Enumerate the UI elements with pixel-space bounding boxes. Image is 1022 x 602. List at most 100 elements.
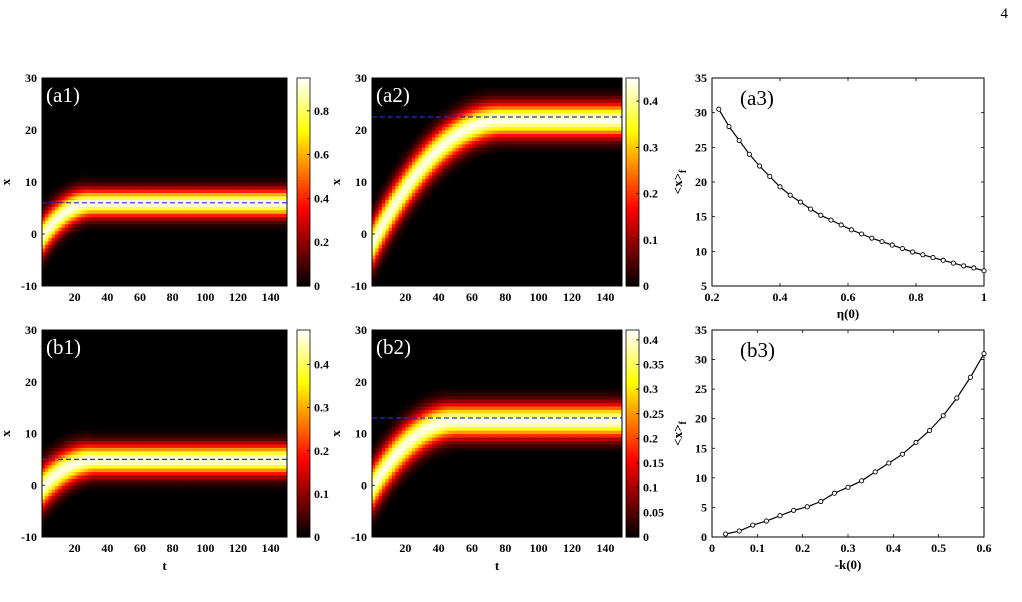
colorbar-a2: 0 0.1 0.2 0.3 0.4 (625, 77, 658, 293)
data-point-a3 (787, 192, 793, 198)
colorbar-frame-b1 (296, 329, 311, 538)
x-tick-label-b2: 40 (433, 541, 445, 555)
y-tick-label-b3: 30 (695, 353, 707, 367)
x-axis-label-b1: t (162, 558, 167, 573)
y-tick-label-a2: 10 (355, 175, 367, 189)
heatmap-field-a2 (372, 88, 622, 286)
y-tick-label-a2: 0 (361, 227, 367, 241)
data-point-a3 (777, 184, 783, 190)
data-point-a3 (899, 246, 905, 252)
data-point-a3 (746, 151, 752, 157)
data-point-a3 (808, 206, 814, 212)
x-tick-label-b1: 140 (262, 541, 280, 555)
data-point-a3 (767, 173, 773, 180)
y-tick-label-a3: 10 (695, 244, 707, 258)
y-tick-label-a2: -10 (351, 279, 367, 293)
y-axis-label-b3: <x>f (670, 421, 689, 446)
y-tick-label-b1: 0 (31, 478, 37, 492)
y-tick-label-b3: 0 (701, 530, 707, 544)
data-point-a3 (736, 137, 742, 143)
data-point-a3 (859, 231, 865, 237)
colorbar-tick-label-b2: 0 (643, 530, 649, 544)
x-axis-label-a3: η(0) (837, 306, 860, 321)
x-tick-label-b2: 140 (596, 541, 614, 555)
y-tick-label-a1: 0 (31, 227, 37, 241)
data-point-b3 (872, 469, 878, 475)
x-axis-label-b3: -k(0) (835, 557, 862, 572)
colorbar-tick-label-b2: 0.35 (643, 358, 664, 372)
x-tick-label-b3: 0.4 (886, 541, 901, 555)
x-tick-label-b2: 100 (530, 541, 548, 555)
y-tick-label-a1: -10 (21, 279, 37, 293)
y-tick-label-a1: 10 (25, 175, 37, 189)
colorbar-tick-label-a1: 0.2 (314, 235, 329, 249)
colorbar-tick-label-a1: 0.8 (314, 104, 329, 118)
data-point-a3 (961, 263, 967, 269)
x-tick-label-a2: 40 (433, 290, 445, 304)
colorbar-frame-a1 (296, 77, 311, 287)
data-point-a3 (930, 255, 936, 261)
colorbar-tick-label-b2: 0.3 (643, 382, 658, 396)
y-tick-label-b2: 0 (361, 478, 367, 492)
x-tick-label-a3: 0.4 (773, 290, 788, 304)
colorbar-tick-label-a2: 0.4 (643, 94, 658, 108)
heatmap-field-a1 (42, 175, 287, 270)
colorbar-tick-label-b1: 0.4 (314, 358, 329, 372)
colorbar-tick-label-b1: 0.2 (314, 444, 329, 458)
x-tick-label-b3: 0.3 (841, 541, 856, 555)
data-point-a3 (920, 252, 926, 258)
x-tick-label-a3: 0.2 (705, 290, 720, 304)
colorbar-tick-label-a1: 0.6 (314, 148, 329, 162)
data-point-b3 (940, 413, 946, 419)
y-tick-label-a1: 20 (25, 123, 37, 137)
y-tick-label-b2: 20 (355, 375, 367, 389)
y-tick-label-a3: 25 (695, 140, 707, 154)
panel-b2: 20 40 60 80 100 120 140 -10 0 10 20 30 x t (b2) 0 0.05 0.… (328, 323, 664, 573)
colorbar-a1: 0 0.2 0.4 0.6 0.8 (296, 77, 329, 293)
panel-label-b2: (b2) (376, 335, 411, 359)
data-point-a3 (838, 222, 844, 228)
data-point-b3 (750, 522, 756, 528)
panel-label-a2: (a2) (376, 83, 410, 107)
data-point-a3 (726, 123, 732, 130)
x-tick-label-a1: 80 (167, 290, 179, 304)
x-tick-label-b1: 20 (69, 541, 81, 555)
heatmap-field-b1 (42, 430, 287, 524)
data-point-b3 (981, 351, 987, 357)
x-tick-label-a3: 0.8 (909, 290, 924, 304)
axes-box-a3 (711, 77, 985, 287)
data-point-b3 (927, 427, 933, 434)
colorbar-tick-label-b1: 0.1 (314, 487, 329, 501)
data-point-a3 (818, 212, 824, 218)
colorbar-b2: 0 0.05 0.1 0.15 0.2 0.25 0.3 0.35 0.4 (625, 329, 664, 544)
x-tick-label-a1: 100 (196, 290, 214, 304)
x-tick-label-a2: 60 (466, 290, 478, 304)
colorbar-tick-label-a2: 0.1 (643, 233, 658, 247)
data-point-b3 (899, 451, 905, 457)
data-point-b3 (886, 460, 892, 466)
x-tick-label-a1: 140 (262, 290, 280, 304)
data-point-a3 (950, 260, 956, 266)
data-point-b3 (791, 507, 797, 513)
y-tick-label-b1: 30 (25, 323, 37, 337)
colorbar-tick-label-a2: 0.2 (643, 187, 658, 201)
x-tick-label-b3: 0.5 (931, 541, 946, 555)
data-point-a3 (848, 227, 854, 233)
data-point-a3 (940, 257, 946, 263)
page-number: 4 (1000, 6, 1009, 22)
y-tick-label-a3: 35 (695, 71, 707, 85)
data-point-b3 (818, 498, 824, 505)
colorbar-tick-label-b2: 0.2 (643, 431, 658, 445)
colorbar-tick-label-b1: 0.3 (314, 401, 329, 415)
x-tick-label-b1: 40 (101, 541, 113, 555)
colorbar-tick-label-a2: 0.3 (643, 140, 658, 154)
colorbar-tick-label-b1: 0 (314, 530, 320, 544)
x-tick-label-a2: 100 (530, 290, 548, 304)
colorbar-tick-label-a2: 0 (643, 279, 649, 293)
x-tick-label-b3: 0.2 (795, 541, 810, 555)
x-tick-label-b2: 20 (399, 541, 411, 555)
x-tick-label-b2: 80 (499, 541, 511, 555)
data-point-b3 (804, 504, 810, 510)
x-tick-label-a2: 80 (499, 290, 511, 304)
y-tick-label-a2: 30 (355, 71, 367, 85)
